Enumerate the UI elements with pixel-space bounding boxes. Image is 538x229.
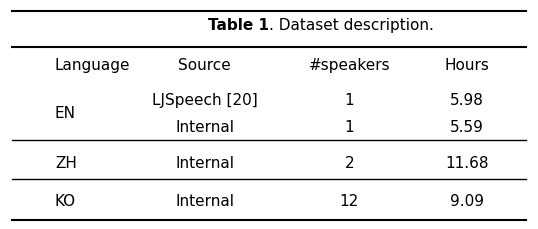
Text: 1: 1 <box>344 92 354 107</box>
Text: LJSpeech [20]: LJSpeech [20] <box>152 92 258 107</box>
Text: Internal: Internal <box>175 120 234 134</box>
Text: 2: 2 <box>344 156 354 171</box>
Text: 5.59: 5.59 <box>450 120 484 134</box>
Text: 5.98: 5.98 <box>450 92 484 107</box>
Text: Hours: Hours <box>444 57 490 72</box>
Text: . Dataset description.: . Dataset description. <box>269 18 434 33</box>
Text: 9.09: 9.09 <box>450 193 484 208</box>
Text: Internal: Internal <box>175 156 234 171</box>
Text: 11.68: 11.68 <box>445 156 489 171</box>
Text: Language: Language <box>55 57 130 72</box>
Text: Source: Source <box>179 57 231 72</box>
Text: ZH: ZH <box>55 156 77 171</box>
Text: Table 1: Table 1 <box>208 18 269 33</box>
Text: KO: KO <box>55 193 76 208</box>
Text: Internal: Internal <box>175 193 234 208</box>
Text: 1: 1 <box>344 120 354 134</box>
Text: #speakers: #speakers <box>308 57 390 72</box>
Text: 12: 12 <box>339 193 359 208</box>
Text: EN: EN <box>55 106 76 121</box>
